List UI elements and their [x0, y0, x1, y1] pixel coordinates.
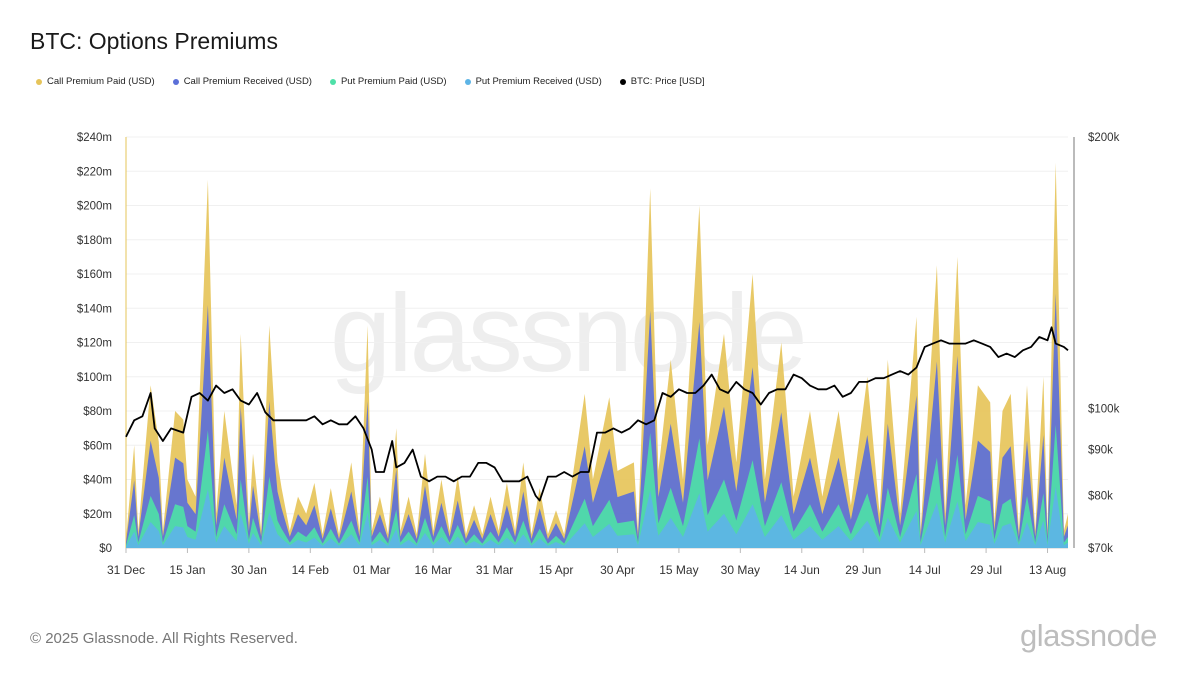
legend-dot-icon [172, 78, 179, 85]
copyright-text: © 2025 Glassnode. All Rights Reserved. [30, 630, 298, 647]
y-right-tick-label: $100k [1088, 403, 1120, 415]
legend-dot-icon [36, 78, 42, 85]
y-left-tick-label: $140m [77, 303, 112, 315]
y-left-tick-label: $220m [77, 166, 112, 178]
y-right-tick-label: $70k [1088, 543, 1113, 555]
btc-price-line [125, 326, 1069, 502]
legend-item-btc-price[interactable]: BTC: Price [USD] [619, 76, 705, 87]
x-tick-label: 30 Jan [231, 563, 267, 577]
x-tick-label: 14 Feb [292, 563, 330, 577]
legend-item-call-received[interactable]: Call Premium Received (USD) [172, 76, 312, 87]
y-left-tick-label: $40m [83, 475, 112, 487]
y-right-tick-label: $90k [1088, 445, 1113, 457]
legend-label: BTC: Price [USD] [630, 76, 705, 87]
legend-label: Put Premium Paid (USD) [340, 76, 447, 87]
glassnode-logo: glassnode [1020, 618, 1157, 653]
legend-dot-icon [329, 78, 336, 85]
y-left-tick-label: $200m [77, 201, 112, 213]
legend: Call Premium Paid (USD) Call Premium Rec… [36, 76, 705, 87]
y-left-tick-label: $0 [99, 543, 112, 555]
x-tick-label: 14 Jul [909, 563, 941, 577]
y-left-tick-label: $80m [83, 406, 112, 418]
glassnode-watermark: glassnode [330, 272, 807, 395]
y-left-tick-label: $100m [77, 372, 112, 384]
x-tick-label: 01 Mar [353, 563, 390, 577]
legend-item-put-paid[interactable]: Put Premium Paid (USD) [329, 76, 447, 87]
y-right-tick-label: $80k [1088, 491, 1113, 503]
legend-dot-icon [619, 78, 626, 85]
y-left-tick-label: $240m [77, 132, 112, 144]
x-tick-label: 30 Apr [600, 563, 635, 577]
legend-label: Put Premium Received (USD) [475, 76, 602, 87]
area-put-premium-paid [126, 424, 1068, 548]
x-tick-label: 30 May [721, 563, 760, 577]
y-left-tick-label: $180m [77, 235, 112, 247]
legend-label: Call Premium Paid (USD) [47, 76, 155, 87]
chart-title: BTC: Options Premiums [30, 28, 278, 54]
area-put-premium-received [126, 486, 1068, 548]
x-tick-label: 16 Mar [414, 563, 451, 577]
x-tick-label: 15 May [659, 563, 698, 577]
x-tick-label: 15 Apr [539, 563, 574, 577]
x-tick-label: 15 Jan [169, 563, 205, 577]
x-tick-label: 31 Dec [107, 563, 145, 577]
y-left-tick-label: $160m [77, 269, 112, 281]
x-tick-label: 29 Jun [845, 563, 881, 577]
legend-item-put-received[interactable]: Put Premium Received (USD) [464, 76, 602, 87]
y-left-tick-label: $20m [83, 509, 112, 521]
legend-item-call-paid[interactable]: Call Premium Paid (USD) [36, 76, 155, 87]
x-tick-label: 14 Jun [784, 563, 820, 577]
legend-dot-icon [464, 78, 471, 85]
x-tick-label: 31 Mar [476, 563, 513, 577]
x-tick-label: 29 Jul [970, 563, 1002, 577]
legend-label: Call Premium Received (USD) [183, 76, 312, 87]
area-call-premium-received [126, 293, 1068, 548]
area-call-premium-paid [126, 162, 1068, 548]
y-right-tick-label: $200k [1088, 132, 1120, 144]
y-left-tick-label: $120m [77, 338, 112, 350]
y-left-tick-label: $60m [83, 440, 112, 452]
x-tick-label: 13 Aug [1029, 563, 1066, 577]
